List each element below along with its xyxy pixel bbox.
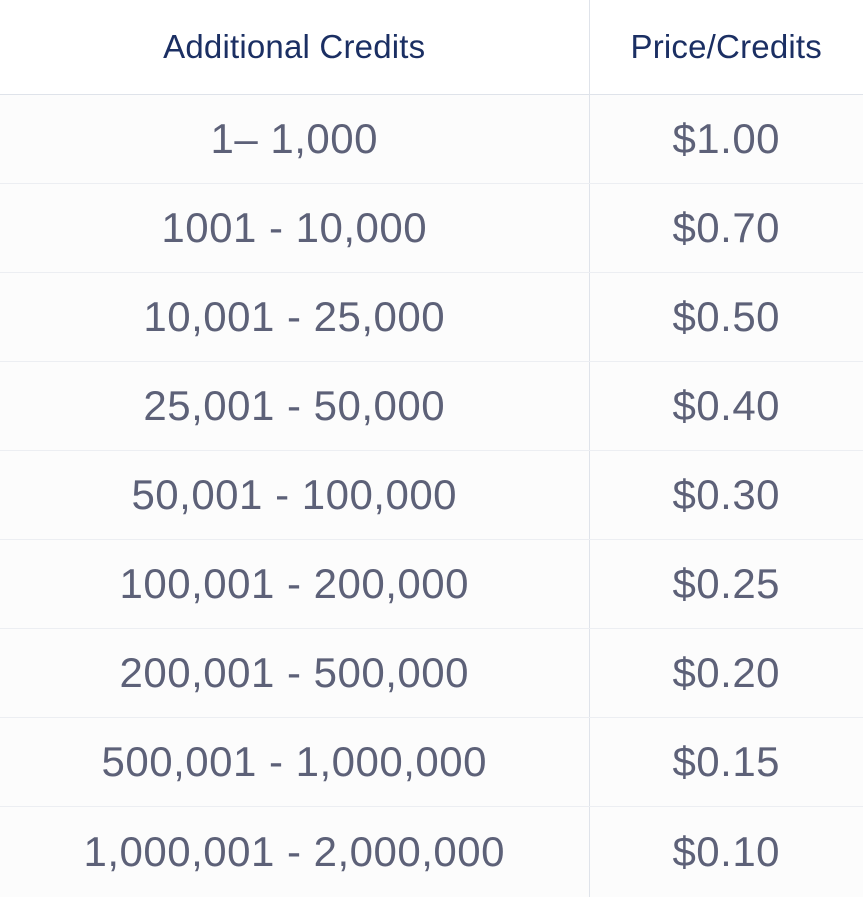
header-price-per-credit: Price/Credits [589, 0, 863, 95]
credits-range-cell: 100,001 - 200,000 [0, 540, 589, 629]
header-additional-credits: Additional Credits [0, 0, 589, 95]
table-row: 1,000,001 - 2,000,000 $0.10 [0, 807, 863, 897]
credits-range-cell: 200,001 - 500,000 [0, 629, 589, 718]
table-row: 25,001 - 50,000 $0.40 [0, 362, 863, 451]
price-cell: $0.15 [589, 718, 863, 807]
price-cell: $0.25 [589, 540, 863, 629]
credits-range-cell: 1001 - 10,000 [0, 184, 589, 273]
price-cell: $0.70 [589, 184, 863, 273]
credits-range-cell: 50,001 - 100,000 [0, 451, 589, 540]
credits-range-cell: 10,001 - 25,000 [0, 273, 589, 362]
price-cell: $1.00 [589, 95, 863, 184]
credits-range-cell: 25,001 - 50,000 [0, 362, 589, 451]
table-row: 100,001 - 200,000 $0.25 [0, 540, 863, 629]
price-cell: $0.10 [589, 807, 863, 897]
price-cell: $0.40 [589, 362, 863, 451]
table-header: Additional Credits Price/Credits [0, 0, 863, 95]
credits-range-cell: 1– 1,000 [0, 95, 589, 184]
credits-range-cell: 1,000,001 - 2,000,000 [0, 807, 589, 897]
header-row: Additional Credits Price/Credits [0, 0, 863, 95]
table-row: 1– 1,000 $1.00 [0, 95, 863, 184]
price-cell: $0.50 [589, 273, 863, 362]
price-cell: $0.20 [589, 629, 863, 718]
table-row: 50,001 - 100,000 $0.30 [0, 451, 863, 540]
table-body: 1– 1,000 $1.00 1001 - 10,000 $0.70 10,00… [0, 95, 863, 897]
table-row: 10,001 - 25,000 $0.50 [0, 273, 863, 362]
table-row: 1001 - 10,000 $0.70 [0, 184, 863, 273]
table-row: 500,001 - 1,000,000 $0.15 [0, 718, 863, 807]
credits-range-cell: 500,001 - 1,000,000 [0, 718, 589, 807]
price-cell: $0.30 [589, 451, 863, 540]
table-row: 200,001 - 500,000 $0.20 [0, 629, 863, 718]
